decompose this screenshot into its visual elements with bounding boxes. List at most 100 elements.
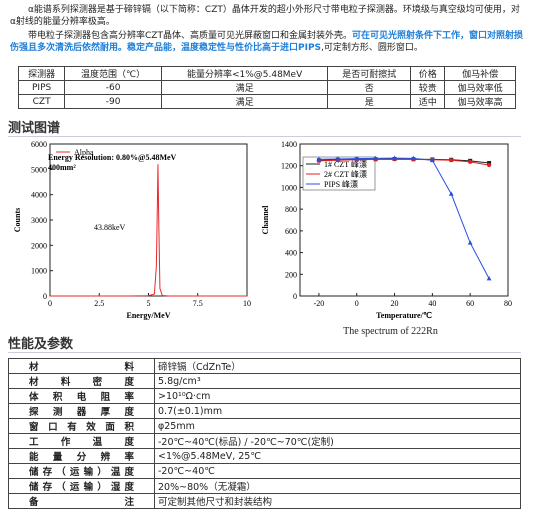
y-tick-label: 1200 <box>281 162 297 171</box>
highlight: 可在可见光照射条件下工作，窗口对照射损伤强且多次清洗后依然耐用。稳定产品能，温度… <box>10 31 523 53</box>
row: CZT -90 满足是适中 伽马效率高 <box>17 94 516 109</box>
annotation: Energy Resolution: 0.80%@5.48MeV <box>48 153 177 162</box>
chart: 0 1000 2000 3000 4000 5000 6000 0 2.5 5 7.5 10 Energ… <box>13 140 251 320</box>
marker <box>429 157 435 163</box>
x-tick-label: 20 <box>391 299 399 308</box>
marker <box>487 163 492 168</box>
chart: 0 200 400 600 800 1000 1200 1400 -20 0 20 40 60 80 Tem… <box>261 140 512 320</box>
annotation: 43.88keV <box>94 223 126 232</box>
row: 工作温度 -20℃~40℃(标品) / -20℃~70℃(定制) <box>8 433 521 449</box>
annotation: 400mm² <box>48 163 76 172</box>
legend-label: 1# CZT 峰漂 <box>324 159 367 169</box>
x-tick-label: 0 <box>48 299 52 308</box>
spec-label: 备注 <box>8 493 155 509</box>
y-tick-label: 1000 <box>31 267 47 276</box>
spec-table: 材料 碲锌镉（CdZnTe） 材料密度 5.8g/cm³ 体积电阻率 >10¹⁰Ω·cm 探… <box>8 358 521 509</box>
spec-value: 5.8g/cm³ <box>154 373 521 389</box>
spec-value: 20%~80%（无凝霜） <box>154 478 521 494</box>
x-tick-label: 0 <box>355 299 359 308</box>
y-tick-label: 4000 <box>31 191 47 200</box>
x-tick-label: 10 <box>243 299 251 308</box>
y-tick-label: 0 <box>293 292 297 301</box>
row: 材料 碲锌镉（CdZnTe） <box>8 358 521 374</box>
header-cell: 伽马补偿 <box>444 66 516 81</box>
spec-value: 可定制其他尺寸和封装结构 <box>154 493 521 509</box>
x-axis-label: Energy/MeV <box>127 311 171 320</box>
header-row: 探测器 温度范围（℃） 能量分辨率<1%@5.48MeV 是否可耐擦拭 价格 伽马补偿 <box>17 66 516 81</box>
y-tick-label: 5000 <box>31 165 47 174</box>
y-tick-label: 400 <box>285 249 297 258</box>
cell: 是 <box>327 94 412 109</box>
spec-label: 体积电阻率 <box>8 388 155 404</box>
row: 储存（运输）温度 -20℃~40℃ <box>8 463 521 479</box>
legend-label: 2# CZT 峰漂 <box>324 169 367 179</box>
row: 探测器厚度 0.7(±0.1)mm <box>8 403 521 419</box>
marker <box>316 156 322 161</box>
plot-frame <box>299 143 509 297</box>
cell: 伽马效率高 <box>444 94 516 109</box>
compare-table: 探测器 温度范围（℃） 能量分辨率<1%@5.48MeV 是否可耐擦拭 价格 伽马补偿 PI… <box>17 66 516 109</box>
data-line <box>318 158 490 166</box>
marker <box>449 158 454 163</box>
legend-label: PIPS 峰漂 <box>324 179 358 189</box>
y-axis-label: Counts <box>13 208 22 232</box>
cell: CZT <box>17 94 66 109</box>
spec-value: >10¹⁰Ω·cm <box>154 388 521 404</box>
marker <box>487 161 492 165</box>
y-tick-label: 1000 <box>281 183 297 192</box>
legend-box <box>302 156 376 191</box>
marker <box>411 155 416 161</box>
header-cell: 价格 <box>410 66 446 81</box>
y-tick-label: 600 <box>285 227 297 236</box>
row: PIPS -60 满足否较贵 伽马效率低 <box>17 80 516 95</box>
spec-label: 工作温度 <box>8 433 155 449</box>
y-tick-label: 200 <box>285 270 297 279</box>
spec-label: 能量分辨率 <box>8 448 155 464</box>
cell: 较贵 <box>410 80 446 95</box>
row: 能量分辨率 <1%@5.48MeV, 25℃ <box>8 448 521 464</box>
row: 备注 可定制其他尺寸和封装结构 <box>8 493 521 509</box>
header-cell: 温度范围（℃） <box>64 66 162 81</box>
row: 材料密度 5.8g/cm³ <box>8 373 521 389</box>
cell: 适中 <box>410 94 446 109</box>
cell: PIPS <box>17 80 66 95</box>
plot-frame <box>49 143 248 297</box>
y-tick-label: 6000 <box>31 140 47 149</box>
row: 窗口有效面积 φ25mm <box>8 418 521 434</box>
caption: The spectrum of 222Rn <box>343 326 438 337</box>
header-cell: 是否可耐擦拭 <box>327 66 412 81</box>
text: 带电粒子探测器包含高分辨率CZT晶体、高质量可见光屏蔽窗口和金属封装外壳。 <box>28 31 352 41</box>
marker <box>354 156 360 161</box>
cell: 满足 <box>160 80 329 95</box>
spec-label: 窗口有效面积 <box>8 418 155 434</box>
x-tick-label: 7.5 <box>193 299 203 308</box>
intro-text: 带电粒子探测器包含高分辨率CZT晶体、高质量可见光屏蔽窗口和金属封装外壳。可在可… <box>10 30 523 54</box>
text: ,可定制方形、圆形窗口。 <box>321 43 423 53</box>
row: 体积电阻率 >10¹⁰Ω·cm <box>8 388 521 404</box>
spec-label: 探测器厚度 <box>8 403 155 419</box>
marker <box>486 276 492 281</box>
cell: 满足 <box>160 94 329 109</box>
x-tick-label: 60 <box>466 299 474 308</box>
cell: -90 <box>64 94 162 109</box>
spec-label: 材料 <box>8 358 155 374</box>
y-axis-label: Channel <box>261 205 270 235</box>
spec-label: 材料密度 <box>8 373 155 389</box>
marker <box>467 240 473 245</box>
x-tick-label: 5 <box>147 299 151 308</box>
spec-value: -20℃~40℃ <box>154 463 521 479</box>
cell: -60 <box>64 80 162 95</box>
spec-value: φ25mm <box>154 418 521 434</box>
marker <box>392 155 397 160</box>
spec-value: 碲锌镉（CdZnTe） <box>154 358 521 374</box>
legend-label: Alpha <box>74 148 94 157</box>
y-tick-label: 800 <box>285 205 297 214</box>
cell: 伽马效率低 <box>444 80 516 95</box>
spec-value: <1%@5.48MeV, 25℃ <box>154 448 521 464</box>
data-line <box>50 164 247 297</box>
marker <box>468 159 473 164</box>
marker <box>335 156 341 161</box>
y-tick-label: 2000 <box>31 241 47 250</box>
x-tick-label: 80 <box>504 299 512 308</box>
x-axis-label: Temperature/℃ <box>376 311 432 320</box>
